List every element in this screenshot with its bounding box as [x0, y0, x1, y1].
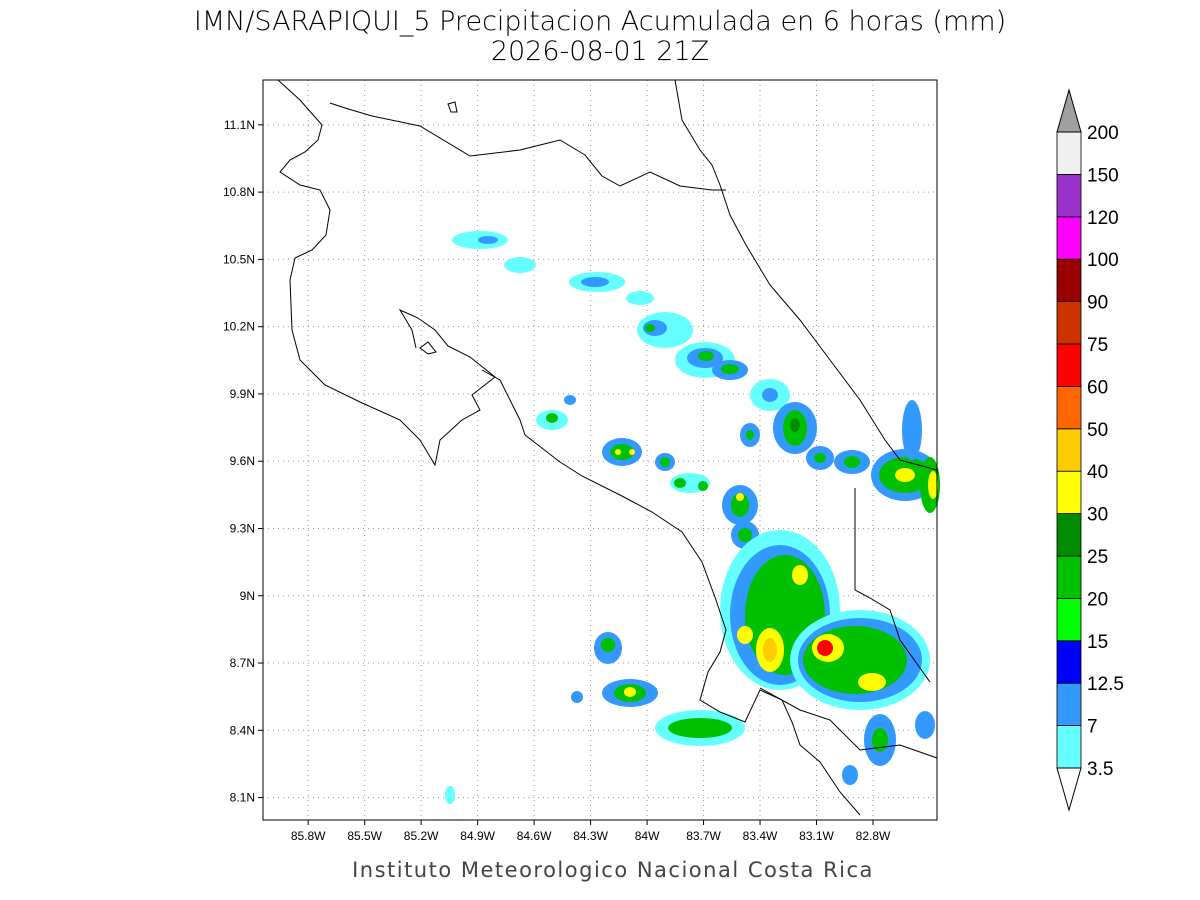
y-tick-label: 10.5N [223, 252, 255, 266]
y-tick-label: 8.7N [230, 656, 255, 670]
y-tick-label: 9.6N [230, 454, 255, 468]
colorbar-segment [1056, 258, 1082, 303]
y-tick-label: 11.1N [224, 118, 255, 132]
coastline [277, 79, 938, 816]
colorbar-label: 75 [1087, 335, 1108, 356]
colorbar-label: 30 [1087, 505, 1108, 526]
y-tick-label: 9.9N [230, 387, 255, 401]
colorbar-segment [1056, 598, 1082, 642]
colorbar-label: 50 [1087, 420, 1108, 441]
colorbar-segment [1056, 640, 1082, 684]
colorbar-segment [1056, 131, 1082, 175]
x-tick-label: 84.6W [517, 829, 552, 843]
colorbar-label: 100 [1087, 250, 1119, 271]
colorbar: 3.5 7 12.5 15 20 25 30 40 50 60 75 90 100 120 150 200 [1056, 88, 1124, 812]
colorbar-label: 25 [1087, 547, 1108, 568]
map-frame [262, 79, 938, 821]
colorbar-segment [1056, 682, 1082, 727]
colorbar-above [1056, 88, 1082, 133]
x-tick-label: 84W [635, 829, 660, 843]
x-tick-label: 84.9W [460, 829, 495, 843]
x-tick-label: 83.7W [686, 829, 721, 843]
colorbar-segment [1056, 173, 1082, 218]
colorbar-label: 15 [1087, 632, 1108, 653]
x-tick-label: 85.8W [291, 829, 326, 843]
colorbar-segment [1056, 725, 1082, 769]
grid [263, 80, 937, 820]
x-tick-label: 83.1W [799, 829, 834, 843]
map-subtitle: 2026-08-01 21Z [491, 36, 709, 67]
y-tick-label: 10.8N [223, 185, 255, 199]
colorbar-below [1056, 767, 1082, 812]
colorbar-label: 3.5 [1087, 759, 1113, 780]
footer: Instituto Meteorologico Nacional Costa R… [352, 858, 874, 882]
colorbar-label: 60 [1087, 377, 1108, 398]
colorbar-label: 120 [1087, 208, 1119, 229]
colorbar-segment [1056, 301, 1082, 345]
colorbar-segment [1056, 513, 1082, 557]
y-tick-label: 9.3N [230, 521, 255, 535]
y-tick-label: 8.1N [230, 791, 255, 805]
colorbar-segment [1056, 343, 1082, 387]
colorbar-label: 200 [1087, 123, 1119, 144]
colorbar-segment [1056, 216, 1082, 260]
colorbar-segment [1056, 385, 1082, 430]
x-tick-label: 82.8W [856, 829, 891, 843]
y-tick-label: 10.2N [223, 320, 255, 334]
x-tick-label: 85.2W [404, 829, 439, 843]
precipitation-field [445, 231, 940, 804]
colorbar-label: 150 [1087, 165, 1119, 186]
x-tick-label: 83.4W [743, 829, 778, 843]
colorbar-segment [1056, 428, 1082, 472]
colorbar-segment [1056, 470, 1082, 515]
x-tick-label: 85.5W [347, 829, 382, 843]
x-tick-label: 84.3W [573, 829, 608, 843]
y-tick-label: 8.4N [230, 723, 255, 737]
colorbar-label: 20 [1087, 589, 1108, 610]
colorbar-segment [1056, 555, 1082, 599]
colorbar-label: 40 [1087, 462, 1108, 483]
colorbar-label: 12.5 [1087, 674, 1124, 695]
colorbar-label: 90 [1087, 293, 1108, 314]
colorbar-label: 7 [1087, 717, 1098, 738]
map-title: IMN/SARAPIQUI_5 Precipitacion Acumulada … [194, 6, 1006, 37]
y-tick-label: 9N [240, 589, 255, 603]
